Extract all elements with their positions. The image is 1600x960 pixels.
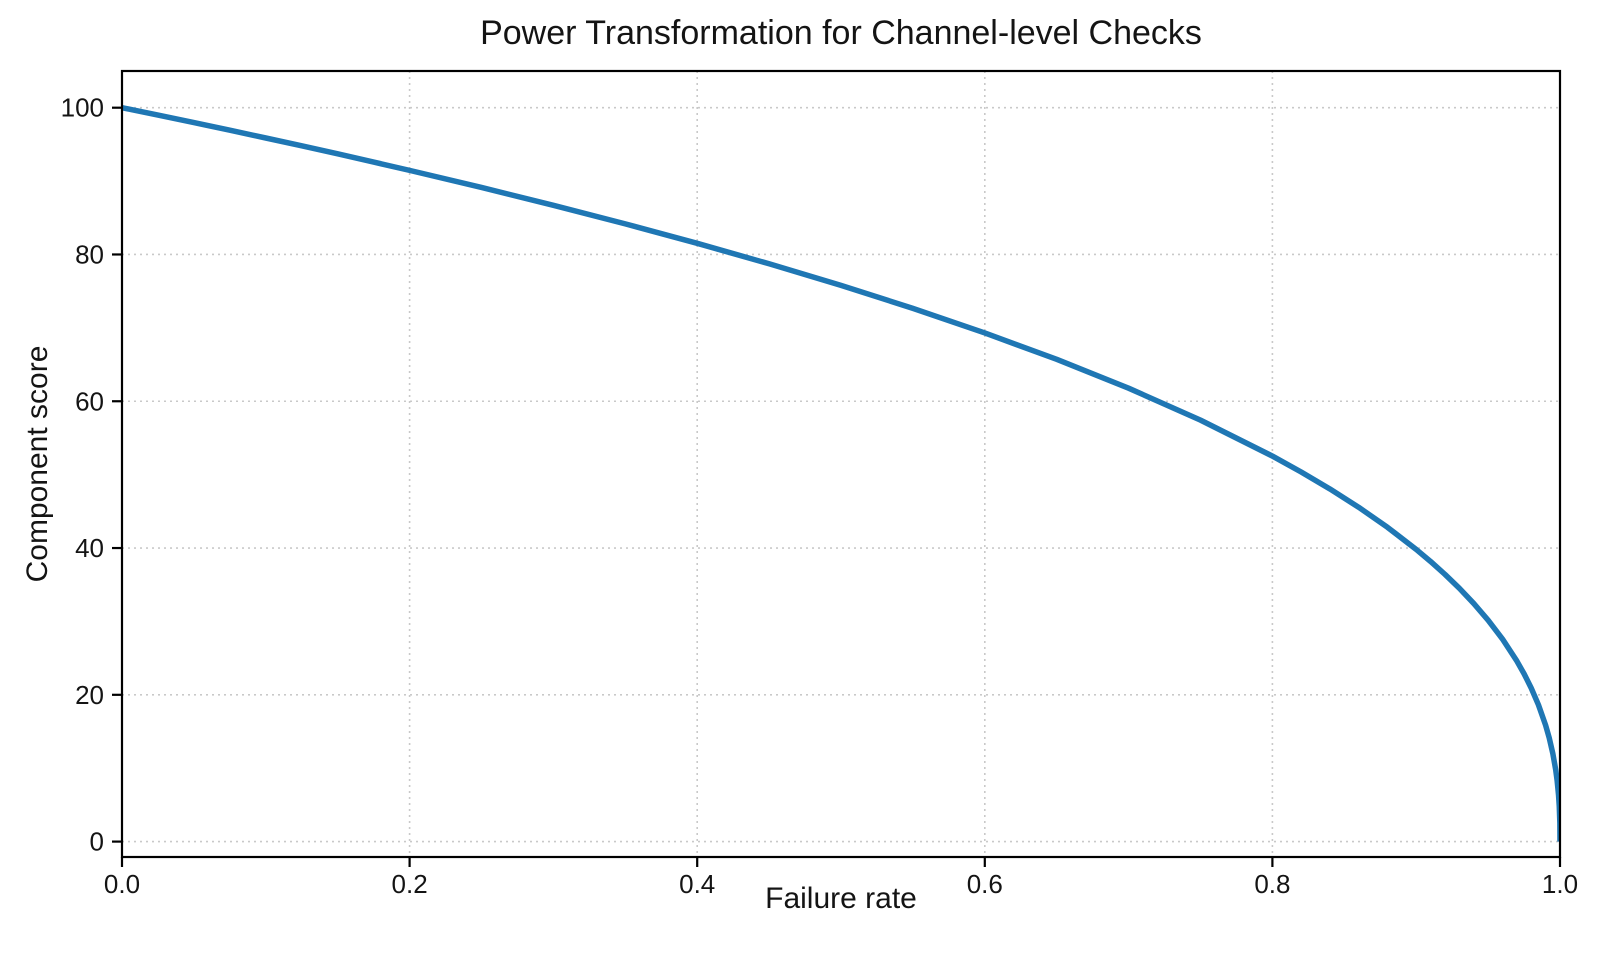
x-tick-label: 0.0 bbox=[104, 869, 140, 899]
x-axis-label: Failure rate bbox=[765, 882, 917, 915]
chart-title: Power Transformation for Channel-level C… bbox=[480, 14, 1202, 52]
y-tick-label: 0 bbox=[90, 827, 104, 857]
x-tick-label: 0.8 bbox=[1254, 869, 1290, 899]
x-tick-label: 1.0 bbox=[1542, 869, 1578, 899]
x-tick-label: 0.4 bbox=[679, 869, 715, 899]
axes-border bbox=[120, 69, 1562, 859]
y-tick-label: 80 bbox=[75, 239, 104, 269]
y-tick-label: 40 bbox=[75, 533, 104, 563]
x-tick-label: 0.6 bbox=[967, 869, 1003, 899]
y-tick-label: 20 bbox=[75, 680, 104, 710]
x-tick-label: 0.2 bbox=[392, 869, 428, 899]
y-tick-label: 60 bbox=[75, 386, 104, 416]
y-tick-label: 100 bbox=[61, 93, 104, 123]
component-score-curve bbox=[122, 104, 1560, 842]
